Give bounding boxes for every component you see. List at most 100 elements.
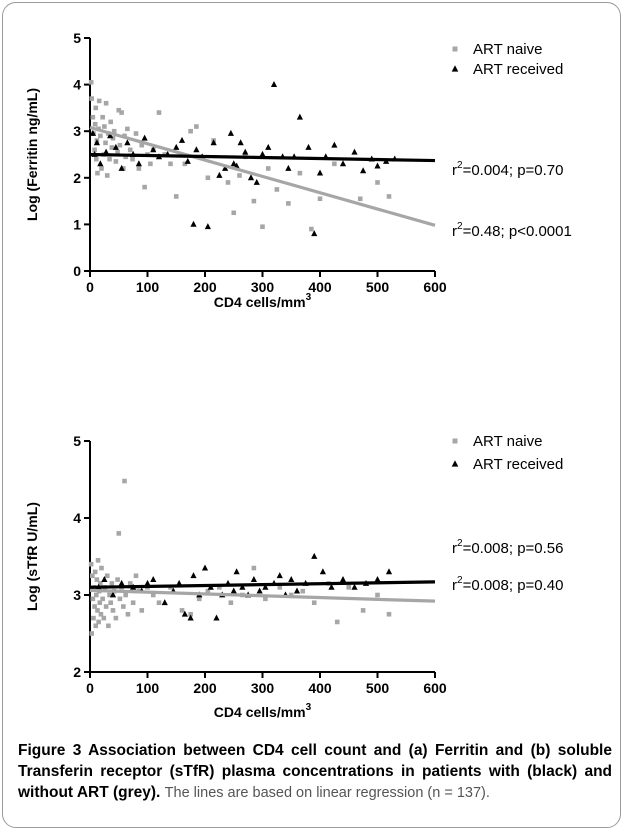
data-point-square: [111, 128, 117, 134]
x-tick-label: 100: [136, 680, 160, 696]
data-point-square: [116, 531, 122, 536]
data-point-triangle: [173, 143, 180, 150]
data-point-square: [94, 577, 100, 582]
data-point-triangle: [103, 148, 110, 155]
data-point-triangle: [89, 129, 96, 136]
x-tick-label: 300: [251, 680, 275, 696]
data-point-square: [116, 107, 122, 113]
data-point-square: [90, 596, 96, 602]
data-point-square: [334, 619, 340, 625]
data-point-triangle: [233, 568, 240, 575]
data-point-square: [98, 581, 103, 586]
data-point-triangle: [118, 164, 125, 171]
data-point-triangle: [339, 160, 347, 167]
annotation-stats: =0.004; p=0.70: [463, 162, 564, 179]
data-point-triangle: [247, 174, 255, 181]
data-point-square: [205, 588, 211, 594]
data-point-triangle: [316, 169, 324, 176]
data-point-square: [286, 201, 291, 206]
y-tick-label: 3: [73, 123, 81, 139]
data-point-triangle: [118, 579, 125, 586]
data-point-square: [142, 184, 147, 190]
data-point-triangle: [213, 614, 220, 621]
data-point-triangle: [374, 162, 381, 169]
data-point-square: [297, 170, 303, 176]
data-point-square: [136, 166, 142, 171]
regression-stat-annotation: r2=0.48; p<0.0001: [452, 221, 572, 240]
data-point-square: [133, 131, 139, 136]
regression-stat-annotation: r2=0.004; p=0.70: [452, 160, 564, 179]
data-point-square: [113, 615, 119, 621]
data-point-square: [130, 600, 136, 605]
data-point-square: [121, 604, 126, 609]
y-tick-label: 4: [73, 510, 81, 526]
legend-label: ART naive: [473, 433, 543, 450]
y-tick-label: 3: [73, 587, 81, 603]
y-axis-title: Log (sTfR U/mL): [24, 502, 40, 611]
regression-stat-annotation: r2=0.008; p=0.40: [452, 575, 564, 594]
data-point-triangle: [296, 113, 303, 120]
x-tick-label: 600: [423, 680, 447, 696]
x-tick-label: 600: [423, 279, 447, 295]
data-point-square: [188, 128, 193, 134]
data-point-triangle: [210, 139, 217, 146]
data-point-square: [93, 623, 99, 629]
data-point-square: [99, 166, 104, 171]
data-point-triangle: [190, 572, 197, 579]
figure-caption: Figure 3 Association between CD4 cell co…: [18, 740, 612, 804]
x-axis-title: CD4 cells/mm3: [214, 292, 312, 310]
data-point-triangle: [181, 610, 188, 617]
data-point-square: [139, 142, 145, 148]
data-point-square: [110, 608, 116, 613]
data-point-triangle: [190, 220, 197, 227]
data-point-triangle: [107, 132, 114, 139]
data-point-square: [300, 588, 306, 594]
annotation-r: r: [452, 540, 457, 557]
data-point-square: [260, 224, 265, 230]
data-point-square: [231, 210, 237, 216]
regression-line-art-naive: [89, 588, 436, 603]
x-axis-title-sup: 3: [306, 292, 312, 303]
x-tick-label: 0: [86, 279, 94, 295]
data-point-square: [194, 124, 199, 129]
y-axis-title: Log (Ferritin ng/mL): [24, 88, 40, 221]
data-point-square: [101, 615, 107, 621]
y-tick-label: 5: [73, 433, 81, 449]
data-point-triangle: [311, 552, 318, 559]
data-point-triangle: [193, 146, 200, 153]
data-point-triangle: [135, 160, 142, 167]
data-point-square: [237, 173, 242, 178]
data-point-triangle: [141, 134, 148, 141]
data-point-square: [332, 161, 337, 167]
legend-entry-art-received: ART received: [451, 61, 563, 78]
legend-label: ART naive: [473, 41, 543, 58]
x-tick-label: 400: [308, 279, 332, 295]
data-point-square: [251, 198, 257, 204]
data-point-triangle: [230, 587, 237, 594]
data-point-square: [95, 608, 100, 613]
data-point-triangle: [319, 568, 326, 575]
data-point-square: [375, 180, 380, 185]
x-tick-label: 400: [308, 680, 332, 696]
y-tick-label: 0: [73, 263, 81, 279]
x-tick-label: 500: [366, 680, 390, 696]
data-point-square: [317, 196, 323, 202]
data-point-triangle: [216, 171, 223, 178]
data-point-triangle: [331, 141, 338, 148]
regression-line-art-received: [89, 580, 436, 589]
data-point-triangle: [150, 576, 157, 582]
x-axis-title-sup: 3: [306, 702, 312, 713]
data-point-square: [130, 156, 135, 162]
data-point-square: [96, 619, 101, 625]
series-art-naive: [88, 478, 392, 636]
data-point-square: [123, 154, 128, 160]
legend-label: ART received: [473, 456, 563, 473]
data-point-triangle: [112, 143, 119, 150]
data-point-triangle: [101, 576, 108, 582]
data-point-triangle: [204, 223, 211, 230]
data-point-triangle: [256, 587, 263, 594]
